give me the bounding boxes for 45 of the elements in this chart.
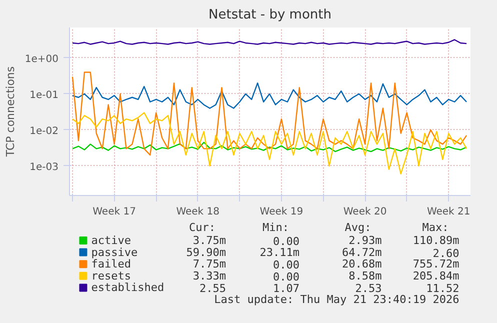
x-tick-label: Week 19 (260, 206, 304, 218)
line-series (72, 142, 468, 152)
text: 59.90m (186, 246, 226, 259)
y-tick-label: 1e-03 (30, 162, 59, 173)
y-tick-label: 1e-01 (30, 90, 59, 101)
text: 2.55 (200, 282, 226, 296)
y-tick-label: 1e-02 (30, 126, 59, 137)
text: 11.52 (426, 282, 460, 296)
text: 1.07 (272, 282, 300, 296)
x-tick-label: Week 17 (92, 206, 136, 218)
text: Max: (422, 221, 449, 234)
text: 2.60 (432, 246, 460, 260)
text: 8.58m (348, 269, 382, 282)
legend-label: resets (91, 269, 132, 282)
text: 755.72m (412, 258, 460, 271)
text: 7.75m (192, 258, 226, 271)
legend-label: active (91, 234, 132, 247)
text: 64.72m (342, 246, 382, 259)
legend-label: established (91, 281, 164, 294)
line-series (72, 72, 468, 156)
y-tick-label: 1e+00 (24, 54, 59, 65)
text: Min: (262, 221, 289, 234)
y-axis-title: TCP connections (4, 66, 17, 158)
text: 3.33m (192, 269, 226, 282)
x-tick-label: Week 21 (426, 206, 470, 218)
legend-label: passive (91, 246, 138, 259)
text: Last update: Thu May 21 23:40:19 2026 (214, 293, 460, 306)
x-tick-label: Week 18 (176, 206, 220, 218)
chart-title: Netstat - by month (208, 8, 332, 22)
text: 0.00 (272, 270, 300, 284)
text: Cur: (189, 221, 216, 234)
text: 2.53 (355, 282, 382, 296)
line-series (72, 82, 468, 109)
x-tick-label: Week 20 (343, 206, 387, 218)
text: 205.84m (412, 269, 460, 282)
legend-label: failed (91, 258, 132, 271)
text: 110.89m (412, 234, 460, 247)
text: 0.00 (272, 258, 300, 272)
text: 2.93m (348, 234, 382, 247)
text: 23.11m (260, 246, 300, 259)
text: 0.00 (272, 235, 300, 248)
line-series (72, 112, 468, 174)
text: 3.75m (192, 234, 226, 247)
text: 20.68m (342, 258, 382, 271)
text: Avg: (344, 221, 372, 234)
